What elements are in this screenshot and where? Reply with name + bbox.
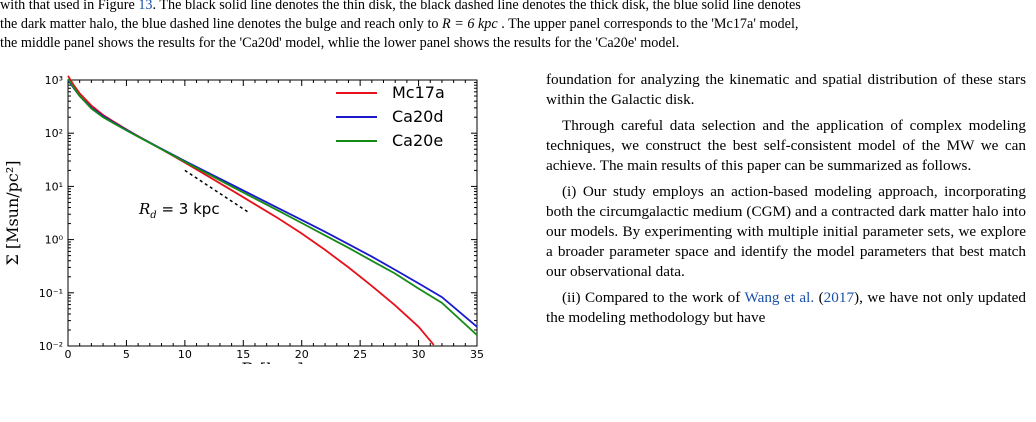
y-tick-label: 10³ — [45, 74, 63, 87]
reference-scale-length-line — [184, 169, 250, 214]
surface-density-chart: 0 5 10 15 20 25 30 35 10³ 10² 10¹ 10⁰ 10⁻¹ 10⁻² R [kpc… — [3, 74, 484, 364]
paragraph-text: ), we have not only updated the modeling… — [546, 289, 1027, 326]
y-tick-label: 10⁰ — [45, 234, 64, 247]
paragraph-text: ( — [814, 289, 824, 306]
y-tick-label: 10² — [45, 127, 63, 140]
x-tick-label: 30 — [412, 348, 426, 361]
caption-text: . The upper panel corresponds to the 'Mc… — [497, 16, 799, 32]
figure-caption: with that used in Figure 13. The black s… — [0, 0, 1036, 53]
legend-label-ca20d: Ca20d — [392, 107, 444, 126]
paragraph-text: (ii) Compared to the work of — [562, 289, 745, 306]
caption-math: R = 6 kpc — [442, 16, 498, 32]
y-tick-label: 10⁻² — [39, 340, 63, 353]
citation-year-link[interactable]: 2017 — [823, 289, 855, 306]
legend-label-mc17a: Mc17a — [392, 83, 445, 102]
x-tick-label: 10 — [178, 348, 192, 361]
series-line-mc17a — [67, 75, 435, 346]
y-tick-label: 10⁻¹ — [39, 287, 63, 300]
caption-line-3: the middle panel shows the results for t… — [0, 35, 680, 51]
y-axis-label: Σ [Msun/pc²] — [3, 160, 22, 265]
paragraph-1: foundation for analyzing the kinematic a… — [546, 71, 1026, 108]
series-line-ca20e — [67, 78, 478, 336]
caption-text: . The black solid line denotes the thin … — [152, 0, 801, 13]
paragraph-3: (i) Our study employs an action-based mo… — [546, 183, 1026, 280]
caption-line-2: the dark matter halo, the blue dashed li… — [0, 15, 1036, 34]
paragraph-2: Through careful data selection and the a… — [546, 117, 1026, 174]
figure-13-link[interactable]: 13 — [138, 0, 153, 13]
y-tick-label: 10¹ — [45, 180, 63, 193]
scale-length-annotation: Rd = 3 kpc — [138, 200, 220, 221]
x-axis-label: R [kpc] — [241, 360, 303, 364]
x-tick-label: 25 — [353, 348, 367, 361]
caption-line-1: with that used in Figure 13. The black s… — [0, 0, 1036, 15]
caption-text: the dark matter halo, the blue dashed li… — [0, 16, 443, 32]
x-tick-label: 0 — [65, 348, 72, 361]
x-tick-label: 20 — [295, 348, 309, 361]
plot-frame — [67, 79, 478, 347]
body-text-column: foundation for analyzing the kinematic a… — [546, 70, 1026, 328]
citation-link[interactable]: Wang et al. — [744, 289, 815, 306]
x-tick-label: 5 — [123, 348, 130, 361]
caption-text: with that used in Figure — [0, 0, 139, 13]
x-tick-label: 15 — [236, 348, 250, 361]
legend-label-ca20e: Ca20e — [392, 131, 443, 150]
x-tick-label: 35 — [470, 348, 484, 361]
paragraph-4: (ii) Compared to the work of Wang et al.… — [546, 288, 1026, 328]
